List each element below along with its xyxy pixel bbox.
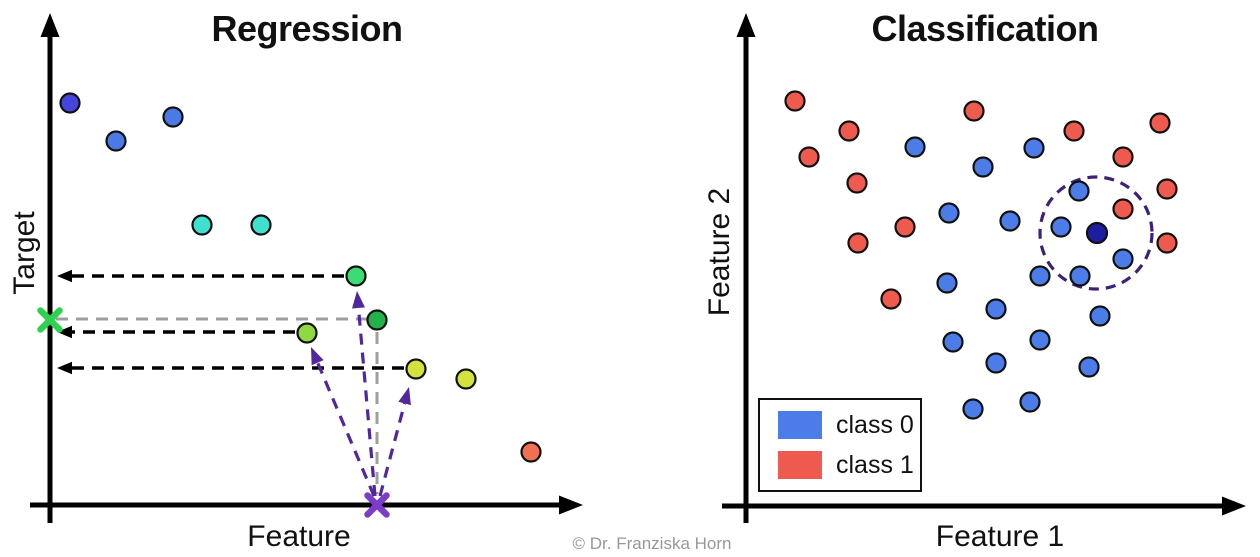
neighborhood-circle xyxy=(1038,175,1154,291)
data-point xyxy=(105,130,127,152)
series-class1 xyxy=(784,90,1178,310)
data-point xyxy=(1063,120,1085,142)
query-feature-marker xyxy=(364,492,390,518)
data-point xyxy=(936,272,958,294)
class1-swatch xyxy=(778,451,822,479)
data-point xyxy=(1112,198,1134,220)
data-point xyxy=(846,172,868,194)
data-point xyxy=(1149,112,1171,134)
data-point xyxy=(1029,265,1051,287)
data-point xyxy=(1078,356,1100,378)
data-point xyxy=(59,92,81,114)
data-point xyxy=(366,309,388,331)
legend-label-class0: class 0 xyxy=(836,411,914,439)
data-point xyxy=(798,146,820,168)
data-point xyxy=(942,331,964,353)
legend: class 0 class 1 xyxy=(758,398,922,492)
classification-ylabel: Feature 2 xyxy=(703,187,736,317)
data-point xyxy=(1112,146,1134,168)
data-point xyxy=(1085,221,1109,245)
regression-ylabel: Target xyxy=(8,211,41,295)
query-point xyxy=(1085,221,1109,245)
data-point xyxy=(784,90,806,112)
classification-title: Classification xyxy=(871,8,1099,49)
data-point xyxy=(963,100,985,122)
data-point xyxy=(1050,216,1072,238)
copyright-text: © Dr. Franziska Horn xyxy=(572,534,732,553)
data-point xyxy=(1019,391,1041,413)
data-point xyxy=(250,214,272,236)
series-class0 xyxy=(904,136,1134,420)
data-point xyxy=(520,441,542,463)
regression-title: Regression xyxy=(211,8,403,49)
data-point xyxy=(191,214,213,236)
data-point xyxy=(405,358,427,380)
data-point xyxy=(938,202,960,224)
data-point xyxy=(985,352,1007,374)
classification-chart xyxy=(722,13,1246,523)
data-point xyxy=(880,288,902,310)
data-point xyxy=(455,368,477,390)
data-point xyxy=(838,120,860,142)
data-point xyxy=(1068,180,1090,202)
data-point xyxy=(1156,232,1178,254)
predicted-target-marker xyxy=(37,307,63,333)
legend-label-class1: class 1 xyxy=(836,451,914,479)
data-point xyxy=(847,232,869,254)
data-point xyxy=(1156,178,1178,200)
data-point xyxy=(894,216,916,238)
data-point xyxy=(972,156,994,178)
regression-chart xyxy=(30,13,583,523)
data-point xyxy=(1112,248,1134,270)
data-point xyxy=(985,298,1007,320)
data-point xyxy=(904,136,926,158)
data-point xyxy=(999,210,1021,232)
data-point xyxy=(296,322,318,344)
legend-item-class0: class 0 xyxy=(778,411,920,439)
data-point xyxy=(162,106,184,128)
data-point xyxy=(345,265,367,287)
classification-xlabel: Feature 1 xyxy=(935,520,1065,553)
data-point xyxy=(1029,329,1051,351)
data-point xyxy=(1023,137,1045,159)
data-point xyxy=(962,398,984,420)
data-point xyxy=(1069,265,1091,287)
regression-xlabel: Feature xyxy=(247,520,351,553)
class0-swatch xyxy=(778,411,822,439)
legend-item-class1: class 1 xyxy=(778,451,920,479)
data-point xyxy=(1089,305,1111,327)
